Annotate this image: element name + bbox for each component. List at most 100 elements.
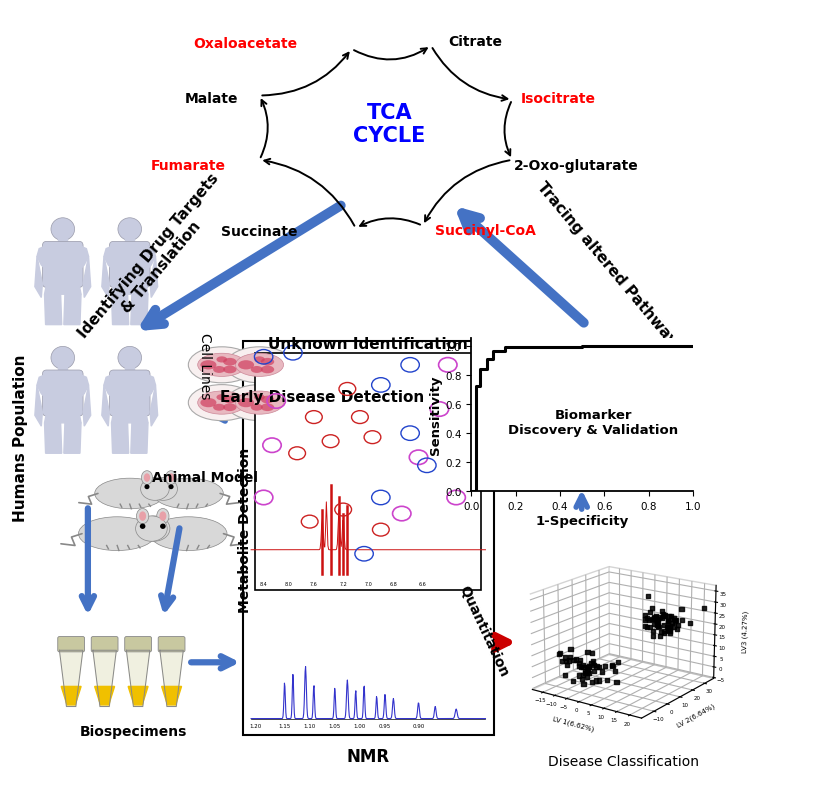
- Ellipse shape: [226, 348, 293, 383]
- Polygon shape: [61, 687, 81, 705]
- Polygon shape: [126, 650, 150, 707]
- Text: 0.90: 0.90: [412, 724, 424, 728]
- Text: 1.10: 1.10: [303, 724, 315, 728]
- Text: 2-Oxo-glutarate: 2-Oxo-glutarate: [513, 159, 638, 173]
- Ellipse shape: [213, 404, 225, 411]
- X-axis label: LV 1(6.62%): LV 1(6.62%): [552, 715, 594, 732]
- Ellipse shape: [251, 404, 263, 411]
- Polygon shape: [37, 374, 89, 400]
- Polygon shape: [125, 367, 134, 374]
- Polygon shape: [59, 367, 67, 374]
- Polygon shape: [64, 295, 81, 325]
- Ellipse shape: [235, 354, 283, 377]
- Ellipse shape: [197, 392, 246, 414]
- Ellipse shape: [166, 471, 176, 485]
- Ellipse shape: [223, 366, 237, 374]
- Polygon shape: [35, 257, 43, 298]
- FancyBboxPatch shape: [110, 370, 150, 417]
- Ellipse shape: [223, 404, 237, 412]
- Text: Succinate: Succinate: [221, 224, 297, 238]
- Text: Fumarate: Fumarate: [150, 159, 226, 173]
- Ellipse shape: [254, 357, 264, 363]
- Ellipse shape: [223, 358, 237, 366]
- Polygon shape: [44, 284, 81, 295]
- Text: Identifying Drug Targets
& Translation: Identifying Drug Targets & Translation: [75, 170, 234, 352]
- Ellipse shape: [261, 358, 274, 366]
- Ellipse shape: [261, 404, 274, 412]
- Y-axis label: LV 2(6.64%): LV 2(6.64%): [675, 702, 715, 728]
- Text: Citrate: Citrate: [447, 35, 502, 49]
- Polygon shape: [59, 238, 67, 246]
- Ellipse shape: [79, 517, 155, 551]
- FancyBboxPatch shape: [91, 637, 118, 652]
- Text: 7.2: 7.2: [339, 581, 347, 586]
- Polygon shape: [64, 423, 81, 454]
- Ellipse shape: [200, 361, 217, 370]
- Ellipse shape: [217, 357, 227, 363]
- Text: Disease Classification: Disease Classification: [548, 754, 698, 768]
- FancyBboxPatch shape: [43, 242, 83, 288]
- Text: Tracing altered Pathway: Tracing altered Pathway: [533, 179, 679, 348]
- Text: 8.0: 8.0: [284, 581, 293, 586]
- Polygon shape: [128, 687, 148, 705]
- Ellipse shape: [168, 474, 174, 483]
- Ellipse shape: [188, 348, 255, 383]
- Polygon shape: [160, 650, 183, 707]
- Text: 1.20: 1.20: [249, 724, 261, 728]
- Circle shape: [160, 524, 166, 529]
- Circle shape: [118, 347, 141, 369]
- Text: 0.95: 0.95: [379, 724, 390, 728]
- Polygon shape: [111, 284, 148, 295]
- Ellipse shape: [251, 366, 263, 373]
- X-axis label: 1-Specificity: 1-Specificity: [535, 514, 628, 527]
- Text: TCA
CYCLE: TCA CYCLE: [353, 103, 425, 146]
- Circle shape: [51, 218, 74, 241]
- Ellipse shape: [136, 509, 149, 524]
- Polygon shape: [44, 295, 62, 325]
- Ellipse shape: [235, 392, 283, 414]
- Ellipse shape: [254, 394, 264, 401]
- Circle shape: [140, 524, 145, 529]
- Text: Isocitrate: Isocitrate: [520, 92, 595, 106]
- Text: Metabolite Detection: Metabolite Detection: [238, 447, 252, 613]
- Polygon shape: [83, 385, 90, 426]
- FancyBboxPatch shape: [43, 370, 83, 417]
- Text: 6.8: 6.8: [389, 581, 397, 586]
- Text: 7.0: 7.0: [364, 581, 372, 586]
- Text: Early Disease Detection: Early Disease Detection: [220, 390, 424, 405]
- Ellipse shape: [261, 366, 274, 374]
- Polygon shape: [130, 423, 148, 454]
- Ellipse shape: [153, 479, 223, 509]
- Ellipse shape: [188, 385, 255, 421]
- FancyBboxPatch shape: [125, 637, 151, 652]
- Polygon shape: [83, 257, 90, 298]
- Ellipse shape: [94, 479, 165, 509]
- Text: Cell Lines: Cell Lines: [198, 332, 212, 398]
- Bar: [242, 341, 493, 735]
- Polygon shape: [104, 374, 155, 400]
- Ellipse shape: [140, 478, 169, 501]
- Y-axis label: Sensitivity: Sensitivity: [429, 376, 441, 454]
- Text: 8.4: 8.4: [259, 581, 268, 586]
- Text: Humans Population: Humans Population: [13, 354, 28, 521]
- Circle shape: [51, 347, 74, 369]
- Polygon shape: [94, 687, 115, 705]
- Text: Biomarker
Discovery & Validation: Biomarker Discovery & Validation: [507, 409, 677, 437]
- Text: Quantitation: Quantitation: [456, 582, 511, 679]
- Circle shape: [168, 485, 173, 490]
- FancyBboxPatch shape: [110, 242, 150, 288]
- Ellipse shape: [150, 517, 227, 551]
- Text: Biospecimens: Biospecimens: [80, 724, 187, 738]
- Polygon shape: [104, 246, 155, 271]
- Ellipse shape: [197, 354, 246, 377]
- FancyBboxPatch shape: [58, 637, 84, 652]
- Polygon shape: [161, 687, 181, 705]
- Ellipse shape: [226, 385, 293, 421]
- Polygon shape: [111, 423, 129, 454]
- Polygon shape: [130, 295, 148, 325]
- Ellipse shape: [138, 516, 170, 541]
- Polygon shape: [150, 257, 157, 298]
- Text: 1.05: 1.05: [329, 724, 340, 728]
- Ellipse shape: [200, 398, 217, 408]
- Text: 6.6: 6.6: [418, 581, 426, 586]
